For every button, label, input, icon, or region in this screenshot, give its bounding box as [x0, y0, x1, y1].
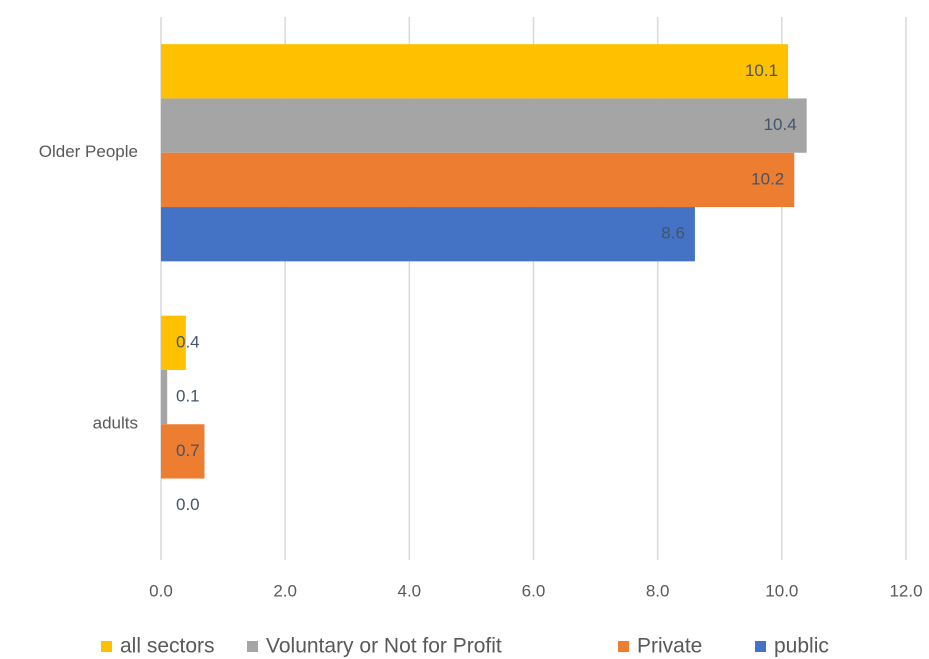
data-label: 10.2	[751, 169, 784, 188]
bar	[161, 44, 789, 99]
x-tick-label: 10.0	[765, 581, 798, 600]
legend-label: public	[774, 635, 829, 658]
bar	[161, 98, 807, 153]
bar	[161, 424, 205, 479]
data-label: 0.7	[176, 441, 200, 460]
legend-swatch	[618, 641, 629, 652]
data-label: 10.1	[745, 61, 778, 80]
y-tick-label: Older People	[39, 142, 138, 161]
legend-swatch	[247, 641, 258, 652]
data-label: 0.4	[176, 332, 200, 351]
legend-label: Private	[637, 635, 702, 658]
data-label: 0.0	[176, 495, 200, 514]
y-tick-label: adults	[93, 414, 138, 433]
x-tick-label: 2.0	[273, 581, 297, 600]
x-tick-label: 6.0	[522, 581, 546, 600]
legend-swatch	[755, 641, 766, 652]
bar	[161, 207, 695, 262]
legend-label: all sectors	[120, 635, 215, 658]
x-tick-label: 4.0	[398, 581, 422, 600]
legend-label: Voluntary or Not for Profit	[266, 635, 502, 658]
legend-swatch	[101, 641, 112, 652]
data-label: 8.6	[661, 224, 685, 243]
bar	[161, 315, 186, 370]
x-tick-label: 12.0	[889, 581, 922, 600]
data-label: 0.1	[176, 387, 200, 406]
data-label: 10.4	[764, 115, 797, 134]
bar	[161, 369, 168, 425]
x-tick-label: 0.0	[149, 581, 173, 600]
bar	[161, 152, 795, 208]
x-tick-label: 8.0	[646, 581, 670, 600]
